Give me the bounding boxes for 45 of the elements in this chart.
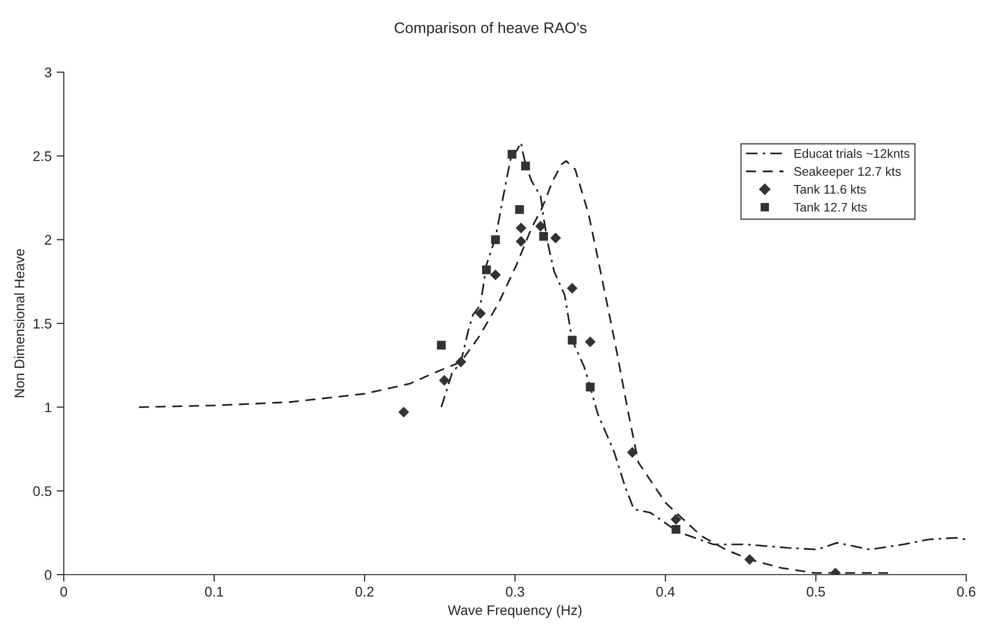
legend-label: Educat trials ~12knts [794,148,910,158]
point [568,336,577,345]
x-tick-label: 0.5 [806,586,825,597]
point [482,265,491,274]
point [516,236,526,247]
point [490,269,501,280]
legend-label: Tank 12.7 kts [794,202,867,212]
point [744,554,756,565]
y-tick-label: 0.5 [33,486,52,496]
y-tick-label: 1.5 [34,318,52,329]
y-tick-label: 0 [44,570,52,580]
point [508,150,516,159]
x-tick-label: 0.4 [656,586,675,597]
point [515,205,524,214]
y-axis-title: Non Dimensional Heave [14,249,24,398]
x-tick-label: 0.3 [506,586,524,597]
legend-label: Seakeeper 12.7 kts [794,166,901,178]
point [539,232,548,241]
point [626,446,638,458]
legend-label: Tank 11.6 kts [794,184,866,194]
y-tick-label: 2.5 [33,151,52,162]
x-axis-title: Wave Frequency (Hz) [448,604,582,618]
point [398,406,410,418]
y-tick-label: 1 [45,402,52,412]
x-tick-label: 0.6 [957,586,976,597]
point [586,382,595,392]
chart-title: Comparison of heave RAO's [394,22,587,36]
x-tick-label: 0.2 [355,586,374,597]
point [550,232,562,244]
point [491,235,500,244]
point [475,308,486,319]
point [521,162,530,170]
point [670,514,682,525]
point [436,340,446,350]
y-tick-label: 3 [44,68,52,78]
y-tick-label: 2 [44,235,52,245]
point [672,525,680,534]
point [516,222,526,234]
point [455,356,466,368]
point [566,282,578,294]
x-tick-label: 0.1 [205,586,224,597]
x-tick-label: 0 [60,586,68,597]
point [438,374,450,386]
point [535,220,546,232]
point [584,336,596,348]
